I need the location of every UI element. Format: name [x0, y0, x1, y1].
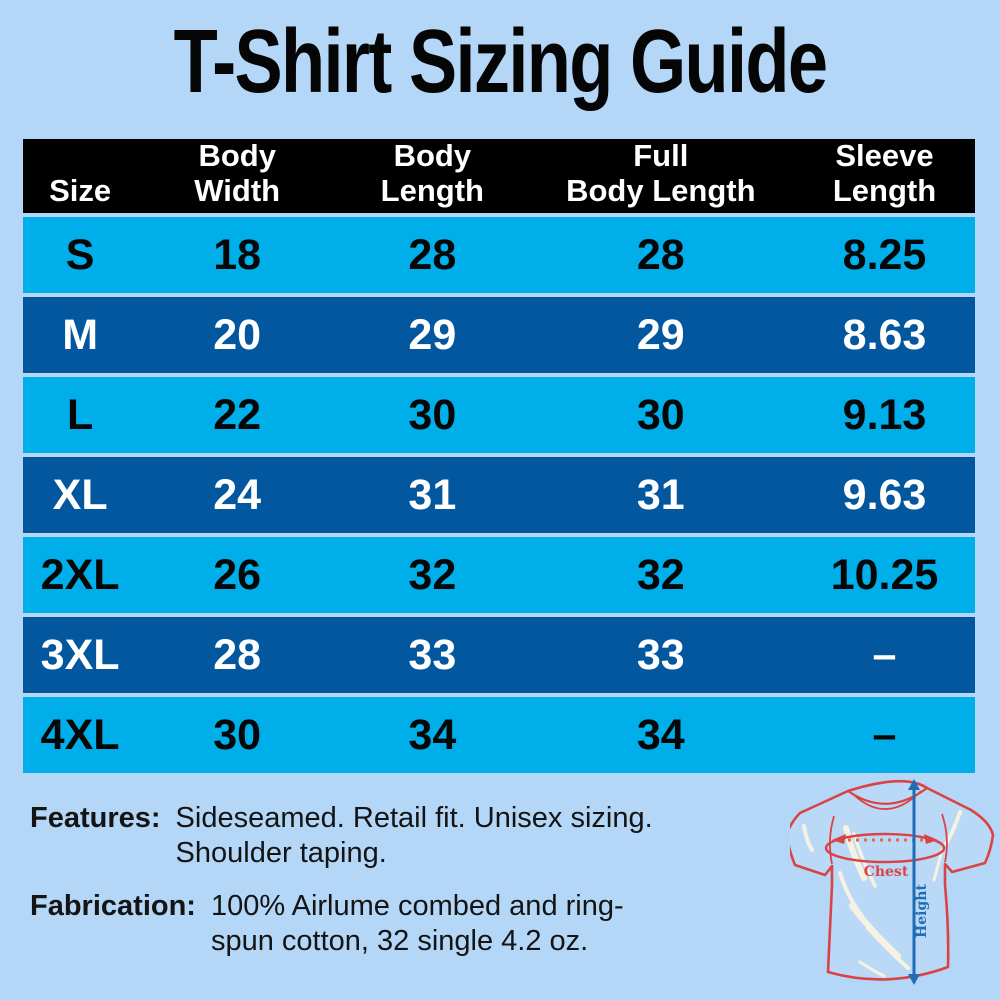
fabrication-label: Fabrication:	[30, 890, 196, 922]
shirt-highlights	[802, 810, 962, 978]
full-body-length-cell: 32	[636, 550, 685, 599]
chest-arrow-right	[924, 834, 938, 844]
notes-section: Features: Sideseamed. Retail fit. Unisex…	[30, 801, 653, 959]
column-header-line2: Size	[49, 173, 112, 208]
body-width-cell: 30	[213, 710, 262, 759]
column-header-size: Size	[23, 139, 137, 213]
body-width-cell: 20	[213, 310, 262, 359]
features-line2: Shoulder taping.	[175, 837, 387, 869]
column-header-line1: Sleeve	[835, 138, 934, 173]
full-body-length-cell: 28	[636, 230, 685, 279]
features-line1: Sideseamed. Retail fit. Unisex sizing.	[175, 802, 653, 834]
full-body-length-cell: 33	[636, 630, 685, 679]
right-armhole-seam	[941, 813, 948, 863]
body-width-cell: 24	[213, 470, 262, 519]
size-table: Size Body Width Body Length Full Body Le…	[23, 138, 975, 773]
body-length-cell: 31	[408, 470, 457, 519]
height-arrow-bottom	[908, 974, 920, 985]
features-text: Sideseamed. Retail fit. Unisex sizing. S…	[176, 801, 653, 871]
sleeve-length-cell: 10.25	[830, 550, 939, 599]
fabrication-note: Fabrication: 100% Airlume combed and rin…	[30, 889, 653, 959]
column-header-body-width: Body Width	[137, 138, 337, 213]
table-row-m: M 20 29 29 8.63	[23, 297, 975, 373]
column-header-line1: Body	[393, 138, 472, 173]
tshirt-measurement-diagram: Chest Height	[790, 779, 995, 985]
body-length-cell: 28	[408, 230, 457, 279]
body-length-cell: 32	[408, 550, 457, 599]
sleeve-length-cell: 8.25	[842, 230, 927, 279]
left-armhole-seam	[829, 815, 835, 865]
chest-measure-ellipse	[824, 832, 946, 864]
chest-arrow-left	[832, 834, 846, 844]
sleeve-length-cell: –	[872, 710, 897, 759]
column-header-body-length: Body Length	[337, 138, 527, 213]
features-label: Features:	[30, 802, 161, 834]
body-width-cell: 22	[213, 390, 262, 439]
column-header-line1: Full	[633, 138, 689, 173]
tshirt-outline	[790, 779, 995, 981]
size-cell: S	[65, 230, 95, 279]
sleeve-length-cell: 8.63	[842, 310, 927, 359]
size-cell: M	[62, 310, 99, 359]
body-length-cell: 30	[408, 390, 457, 439]
column-header-sleeve-length: Sleeve Length	[794, 138, 975, 213]
chest-label: Chest	[864, 864, 909, 880]
table-row-s: S 18 28 28 8.25	[23, 217, 975, 293]
fabrication-line2: spun cotton, 32 single 4.2 oz.	[210, 925, 589, 957]
column-header-line2: Body Length	[566, 173, 756, 208]
size-cell: 4XL	[40, 710, 120, 759]
sleeve-length-cell: 9.13	[842, 390, 927, 439]
full-body-length-cell: 34	[636, 710, 685, 759]
fabrication-text: 100% Airlume combed and ring- spun cotto…	[211, 889, 624, 959]
body-length-cell: 29	[408, 310, 457, 359]
sleeve-length-cell: –	[872, 630, 897, 679]
size-cell: L	[66, 390, 94, 439]
table-row-4xl: 4XL 30 34 34 –	[23, 697, 975, 773]
full-body-length-cell: 30	[636, 390, 685, 439]
body-width-cell: 18	[213, 230, 262, 279]
sleeve-length-cell: 9.63	[842, 470, 927, 519]
column-header-line1: Body	[198, 138, 276, 173]
column-header-full-body-length: Full Body Length	[528, 138, 795, 213]
body-length-cell: 34	[408, 710, 457, 759]
height-arrow-top	[908, 779, 920, 790]
body-width-cell: 26	[213, 550, 262, 599]
fabrication-line1: 100% Airlume combed and ring-	[210, 890, 624, 922]
body-width-cell: 28	[213, 630, 262, 679]
column-header-line2: Width	[194, 173, 281, 208]
table-row-3xl: 3XL 28 33 33 –	[23, 617, 975, 693]
table-row-xl: XL 24 31 31 9.63	[23, 457, 975, 533]
size-cell: 2XL	[40, 550, 120, 599]
size-cell: XL	[52, 470, 108, 519]
features-note: Features: Sideseamed. Retail fit. Unisex…	[30, 801, 653, 871]
table-row-2xl: 2XL 26 32 32 10.25	[23, 537, 975, 613]
page-title: T-Shirt Sizing Guide	[173, 11, 828, 112]
size-cell: 3XL	[40, 630, 120, 679]
column-header-line2: Length	[380, 173, 484, 208]
height-label: Height	[914, 884, 930, 938]
body-length-cell: 33	[408, 630, 457, 679]
table-header-row: Size Body Width Body Length Full Body Le…	[23, 138, 975, 213]
table-row-l: L 22 30 30 9.13	[23, 377, 975, 453]
full-body-length-cell: 31	[636, 470, 685, 519]
column-header-line2: Length	[832, 173, 937, 208]
full-body-length-cell: 29	[636, 310, 685, 359]
